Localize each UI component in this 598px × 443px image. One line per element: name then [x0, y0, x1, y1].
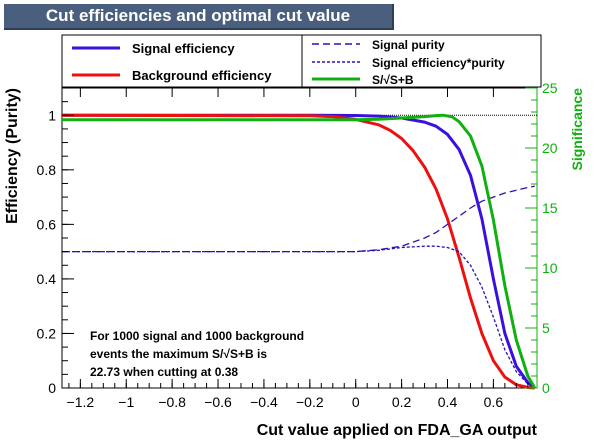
y-tick-label: 0.6: [37, 216, 57, 232]
y2-tick-label: 25: [542, 80, 558, 96]
y-tick-label: 0: [48, 380, 56, 396]
y2-tick-label: 15: [542, 200, 558, 216]
y2-tick-label: 20: [542, 140, 558, 156]
legend-label-3: Signal efficiency*purity: [372, 56, 505, 70]
y2-axis-label: Significance: [569, 88, 585, 171]
x-tick-label: −0.2: [296, 394, 324, 410]
y2-tick-label: 5: [542, 320, 550, 336]
series-line-0: [62, 113, 536, 390]
plot-frame: [61, 87, 538, 389]
chart-title: Cut efficiencies and optimal cut value: [45, 6, 351, 25]
y2-tick-label: 10: [542, 260, 558, 276]
legend-label-2: Signal purity: [372, 38, 445, 52]
x-tick-label: −1: [118, 394, 134, 410]
annotation-line-2: events the maximum S/√S+B is: [90, 347, 267, 361]
x-tick-label: −0.4: [250, 394, 278, 410]
y-tick-label: 0.4: [37, 271, 57, 287]
x-tick-label: −1.2: [67, 394, 95, 410]
x-tick-label: 0.2: [392, 394, 412, 410]
y-axis-label: Efficiency (Purity): [4, 88, 21, 224]
title-box: Cut efficiencies and optimal cut value: [4, 4, 394, 30]
y-tick-label: 0.2: [37, 325, 57, 341]
annotation-line-1: For 1000 signal and 1000 background: [90, 329, 304, 343]
y2-tick-label: 0: [542, 380, 550, 396]
x-tick-label: 0.6: [484, 394, 504, 410]
series-line-2: [62, 185, 535, 253]
legend-label-0: Signal efficiency: [132, 41, 235, 56]
annotation: For 1000 signal and 1000 background even…: [90, 329, 304, 379]
y-tick-label: 0.8: [37, 162, 57, 178]
legend: [61, 34, 542, 88]
legend-label-1: Background efficiency: [132, 68, 272, 83]
series-line-4: [61, 113, 537, 389]
x-axis-label: Cut value applied on FDA_GA output: [257, 422, 538, 439]
legend-label-4: S/√S+B: [372, 73, 414, 87]
y-tick-label: 1: [48, 107, 56, 123]
x-tick-label: −0.6: [204, 394, 232, 410]
x-tick-label: 0.4: [438, 394, 458, 410]
x-tick-label: −0.8: [158, 394, 186, 410]
annotation-line-3: 22.73 when cutting at 0.38: [90, 365, 238, 379]
x-tick-label: 0: [352, 394, 360, 410]
